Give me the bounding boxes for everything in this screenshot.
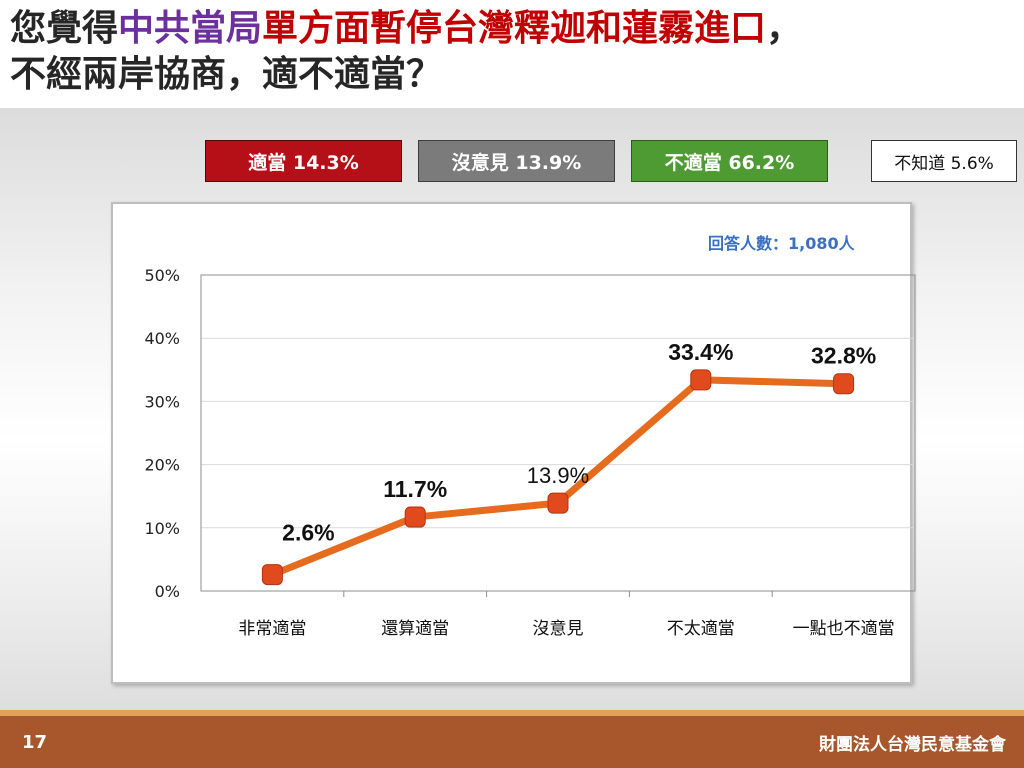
y-tick-label: 50%: [144, 266, 180, 285]
title-comma: ，: [766, 8, 803, 49]
legend-inappropriate: 不適當 66.2%: [631, 140, 828, 182]
y-tick-label: 40%: [144, 329, 180, 348]
x-category-label: 一點也不適當: [793, 619, 895, 639]
title-highlight-authority: 中共當局: [118, 8, 263, 49]
y-tick-label: 10%: [144, 519, 180, 538]
slide-title: 您覺得中共當局單方面暫停台灣釋迦和蓮霧進口， 不經兩岸協商，適不適當？: [10, 6, 1010, 98]
organization-name: 財團法人台灣民意基金會: [819, 735, 1006, 755]
x-category-label: 沒意見: [533, 619, 584, 639]
plot-area: [200, 274, 916, 592]
chart-panel: [111, 202, 912, 684]
footer-stripe: [0, 710, 1024, 716]
y-tick-label: 0%: [155, 582, 180, 601]
data-point: [261, 564, 283, 586]
y-tick-label: 30%: [144, 392, 180, 411]
title-line-2: 不經兩岸協商，適不適當？: [10, 54, 443, 95]
data-label: 33.4%: [668, 339, 733, 365]
title-band: [0, 0, 1024, 108]
respondent-count: 回答人數：1,080人: [708, 234, 855, 253]
title-highlight-action: 單方面暫停台灣釋迦和蓮霧進口: [262, 8, 767, 49]
x-category-label: 不太適當: [667, 619, 735, 639]
data-point: [404, 506, 426, 528]
legend-dont-know: 不知道 5.6%: [871, 140, 1017, 182]
legend-no-opinion: 沒意見 13.9%: [418, 140, 615, 182]
data-label: 13.9%: [527, 463, 589, 488]
data-label: 11.7%: [383, 476, 447, 502]
footer-bar: [0, 716, 1024, 768]
data-point: [833, 373, 855, 395]
legend-appropriate: 適當 14.3%: [205, 140, 402, 182]
page-number: 17: [22, 732, 48, 753]
data-point: [547, 492, 569, 514]
x-category-label: 還算適當: [381, 619, 449, 639]
data-point: [690, 369, 712, 391]
title-part-1: 您覺得: [10, 8, 119, 49]
data-label: 32.8%: [811, 343, 876, 369]
x-category-label: 非常適當: [238, 619, 306, 639]
y-tick-label: 20%: [144, 456, 180, 475]
data-label: 2.6%: [282, 520, 334, 546]
